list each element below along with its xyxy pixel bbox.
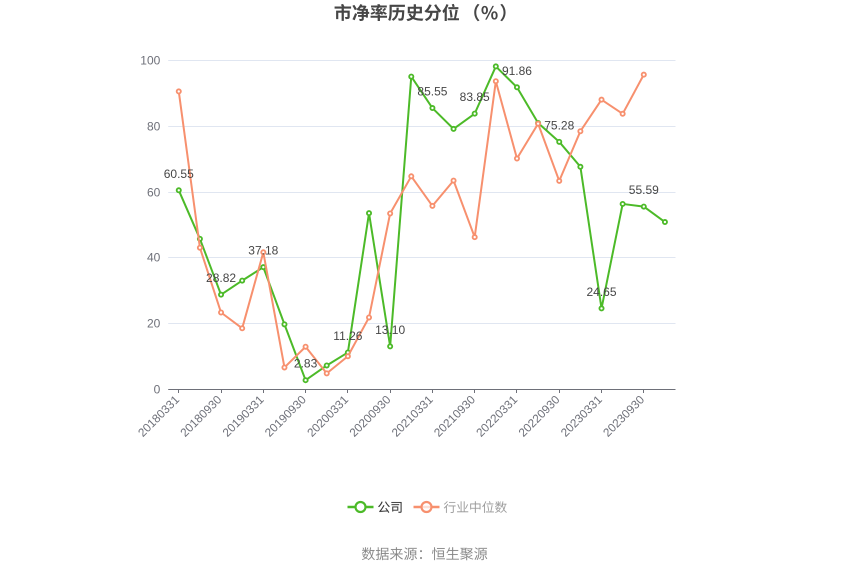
svg-text:20: 20 (147, 317, 161, 331)
svg-text:85.55: 85.55 (417, 85, 447, 99)
svg-text:75.28: 75.28 (544, 118, 574, 132)
svg-text:80: 80 (147, 120, 161, 134)
svg-text:11.26: 11.26 (333, 329, 362, 343)
svg-text:55.59: 55.59 (629, 183, 659, 197)
svg-text:60: 60 (147, 186, 161, 200)
svg-text:0: 0 (154, 383, 161, 397)
svg-text:60.55: 60.55 (164, 167, 194, 181)
svg-text:40: 40 (147, 251, 161, 265)
svg-text:37.18: 37.18 (248, 244, 278, 258)
svg-text:13.10: 13.10 (375, 323, 405, 337)
svg-text:83.85: 83.85 (460, 90, 490, 104)
svg-text:100: 100 (140, 54, 160, 68)
svg-text:2.83: 2.83 (294, 357, 318, 371)
svg-text:28.82: 28.82 (206, 271, 236, 285)
svg-text:24.65: 24.65 (587, 285, 617, 299)
svg-text:91.86: 91.86 (502, 64, 532, 78)
